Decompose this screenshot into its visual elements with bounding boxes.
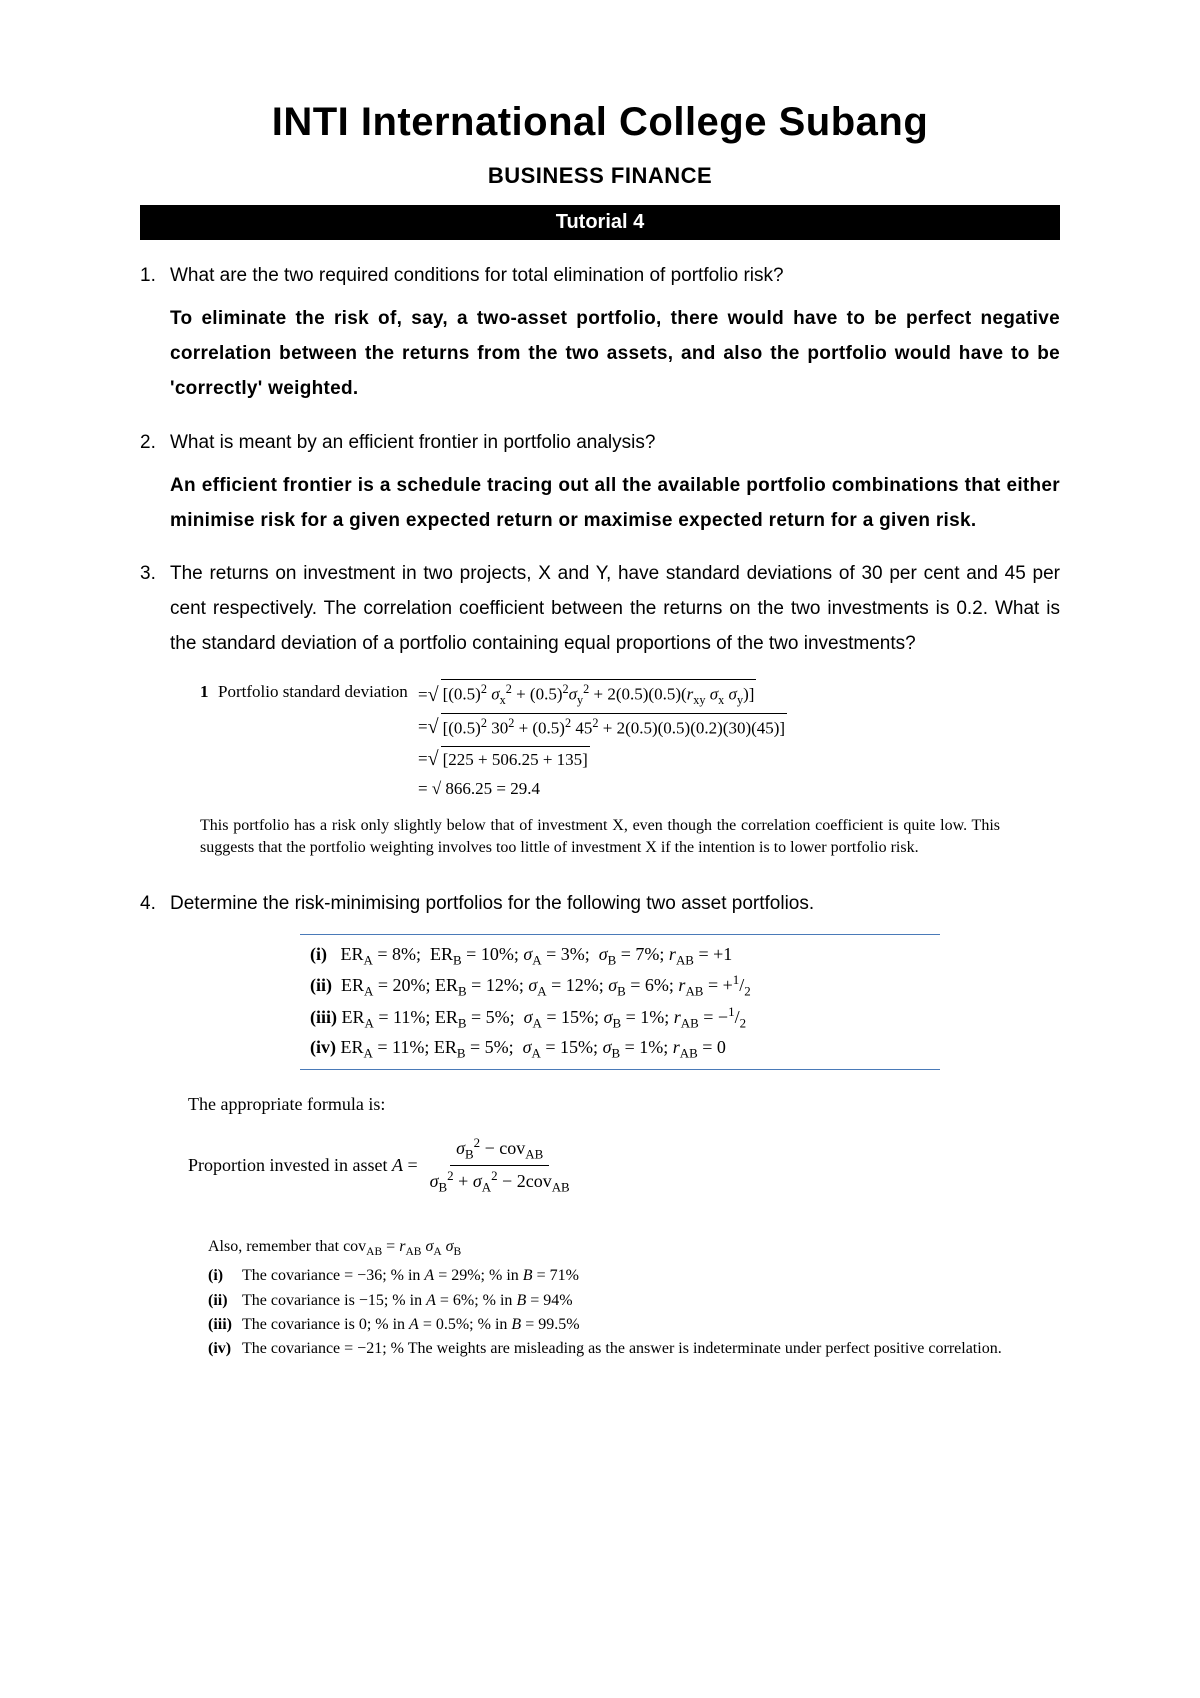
question-4: 4. Determine the risk-minimising portfol… [140, 886, 1060, 1360]
page-title: INTI International College Subang [140, 100, 1060, 145]
q3-explain: This portfolio has a risk only slightly … [200, 815, 1000, 858]
formula-intro: The appropriate formula is: [188, 1094, 1060, 1115]
math-label: Portfolio standard deviation [218, 679, 418, 705]
q1-text: What are the two required conditions for… [170, 258, 1060, 293]
q4-number: 4. [140, 886, 170, 921]
math-lead-num: 1 [200, 679, 218, 705]
q4-item-iv: (iv) ERA = 11%; ERB = 5%; σA = 15%; σB =… [310, 1034, 930, 1064]
question-2: 2. What is meant by an efficient frontie… [140, 425, 1060, 538]
q4-given-box: (i) ERA = 8%; ERB = 10%; σA = 3%; σB = 7… [300, 934, 940, 1071]
q4-results: Also, remember that covAB = rAB σA σB (i… [208, 1235, 1060, 1360]
q4-text: Determine the risk-minimising portfolios… [170, 886, 1060, 921]
q3-math: 1 Portfolio standard deviation = √[(0.5)… [200, 679, 1060, 801]
q4-item-ii: (ii) ERA = 20%; ERB = 12%; σA = 12%; σB … [310, 970, 930, 1002]
page-subtitle: BUSINESS FINANCE [140, 163, 1060, 189]
formula-numerator: σB2 − covAB [450, 1135, 549, 1166]
q3-number: 3. [140, 556, 170, 661]
q2-text: What is meant by an efficient frontier i… [170, 425, 1060, 460]
result-iii: The covariance is 0; % in A = 0.5%; % in… [242, 1313, 1060, 1336]
result-ii: The covariance is −15; % in A = 6%; % in… [242, 1289, 1060, 1312]
math-line3: [225 + 506.25 + 135] [441, 746, 590, 773]
q2-number: 2. [140, 425, 170, 460]
question-1: 1. What are the two required conditions … [140, 258, 1060, 407]
math-line1: [(0.5)2 σx2 + (0.5)2σy2 + 2(0.5)(0.5)(rx… [441, 679, 757, 709]
question-3: 3. The returns on investment in two proj… [140, 556, 1060, 859]
q3-text: The returns on investment in two project… [170, 556, 1060, 661]
result-iv: The covariance = −21; % The weights are … [242, 1337, 1060, 1360]
q4-item-iii: (iii) ERA = 11%; ERB = 5%; σA = 15%; σB … [310, 1002, 930, 1034]
q4-item-i: (i) ERA = 8%; ERB = 10%; σA = 3%; σB = 7… [310, 941, 930, 971]
q1-answer: To eliminate the risk of, say, a two-ass… [170, 301, 1060, 406]
formula: Proportion invested in asset A = σB2 − c… [188, 1135, 1060, 1195]
math-line2: [(0.5)2 302 + (0.5)2 452 + 2(0.5)(0.5)(0… [441, 713, 788, 741]
q2-answer: An efficient frontier is a schedule trac… [170, 468, 1060, 538]
result-i: The covariance = −36; % in A = 29%; % in… [242, 1264, 1060, 1287]
results-intro: Also, remember that covAB = rAB σA σB [208, 1235, 1060, 1261]
tutorial-bar: Tutorial 4 [140, 205, 1060, 240]
q1-number: 1. [140, 258, 170, 293]
formula-denominator: σB2 + σA2 − 2covAB [424, 1166, 576, 1196]
math-line4: = √ 866.25 = 29.4 [418, 776, 1060, 802]
